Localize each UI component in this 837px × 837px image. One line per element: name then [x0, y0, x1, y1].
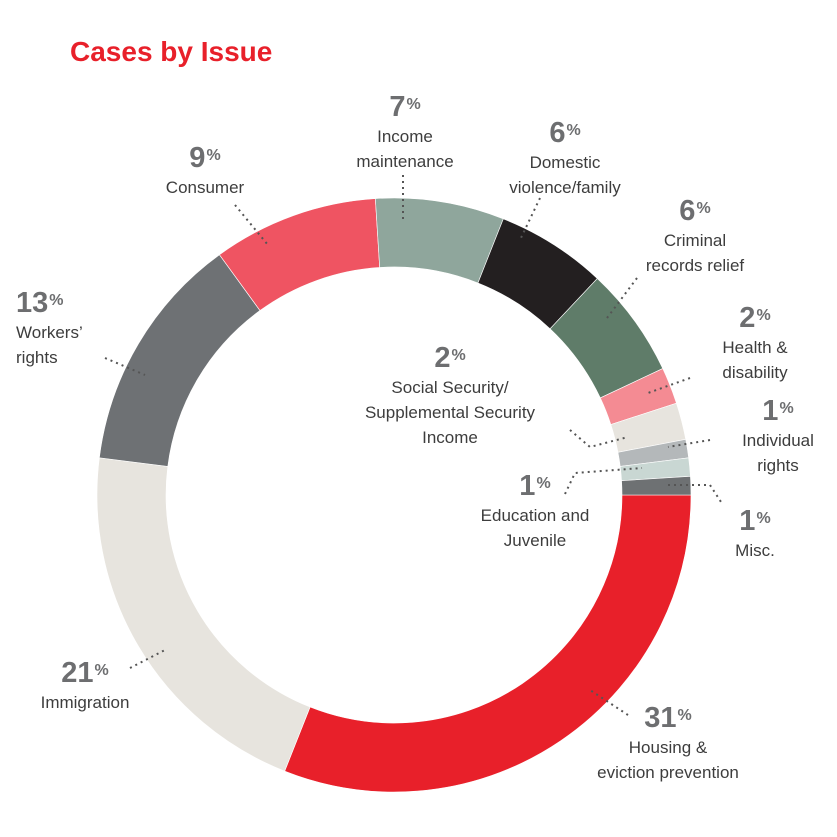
leader-line-workers: [104, 357, 146, 376]
leader-line-individual-rights: [667, 439, 711, 448]
slice-label-text: disability: [722, 363, 788, 382]
slice-percent: 1%: [735, 506, 775, 536]
percent-value: 2: [739, 302, 756, 334]
percent-symbol: %: [406, 96, 421, 113]
percent-value: 7: [389, 91, 406, 123]
slice-label-text: Criminal: [663, 231, 727, 250]
leader-line-education: [564, 467, 643, 495]
slice-label-text: Misc.: [735, 541, 775, 560]
percent-value: 1: [762, 395, 779, 427]
donut-slice-housing-eviction-prevention: [284, 494, 692, 793]
percent-value: 31: [644, 702, 677, 734]
slice-label-text: records relief: [645, 256, 745, 275]
slice-percent: 1%: [481, 471, 590, 501]
slice-percent: 2%: [722, 303, 787, 333]
leader-line-misc: [668, 484, 724, 506]
percent-symbol: %: [696, 200, 711, 217]
donut-slice-immigration: [96, 457, 311, 772]
percent-value: 1: [519, 470, 536, 502]
leader-line-health: [647, 377, 691, 394]
slice-label: 1% Misc.: [735, 506, 775, 563]
slice-label-text: rights: [16, 348, 58, 367]
slice-label: 9% Consumer: [166, 143, 244, 200]
percent-symbol: %: [49, 292, 64, 309]
slice-label: 1% Education and Juvenile: [481, 471, 590, 553]
percent-value: 6: [679, 195, 696, 227]
percent-symbol: %: [756, 307, 771, 324]
percent-symbol: %: [756, 510, 771, 527]
percent-value: 1: [739, 505, 756, 537]
slice-label: 2% Social Security/Supplemental Security I…: [365, 343, 535, 450]
percent-value: 9: [189, 142, 206, 174]
leader-line-housing: [589, 689, 629, 716]
slice-label-text: rights: [757, 456, 799, 475]
percent-symbol: %: [451, 347, 466, 364]
slice-label: 21% Immigration: [41, 658, 130, 715]
slice-percent: 6%: [646, 196, 744, 226]
slice-percent: 2%: [365, 343, 535, 373]
slice-percent: 6%: [509, 118, 621, 148]
slice-label-text: Individual: [742, 431, 814, 450]
slice-label-text: Housing &: [628, 738, 708, 757]
slice-label-text: Supplemental Security: [364, 403, 536, 422]
leader-line-criminal: [606, 277, 638, 319]
slice-label: 13% Workers’ rights: [16, 288, 83, 370]
percent-value: 2: [434, 342, 451, 374]
percent-value: 13: [16, 287, 49, 319]
slice-label-text: Consumer: [165, 178, 245, 197]
slice-percent: 7%: [356, 92, 453, 122]
slice-percent: 9%: [166, 143, 244, 173]
donut-slice-misc: [621, 476, 692, 496]
slice-label-text: maintenance: [356, 152, 454, 171]
chart-title: Cases by Issue: [70, 36, 273, 67]
leader-lines: [104, 175, 724, 716]
percent-symbol: %: [677, 707, 692, 724]
slice-label-text: Juvenile: [503, 531, 567, 550]
slice-label: 6% Domestic violence/family: [509, 118, 621, 200]
slice-label: 1% Individual rights: [742, 396, 814, 478]
slice-label-text: Income: [377, 127, 433, 146]
slice-percent: 13%: [16, 288, 83, 318]
percent-symbol: %: [206, 147, 221, 164]
slice-label-text: Workers’: [16, 323, 83, 342]
percent-symbol: %: [779, 400, 794, 417]
percent-symbol: %: [536, 475, 551, 492]
slice-label-text: eviction prevention: [597, 763, 739, 782]
slice-label: 2% Health & disability: [722, 303, 787, 385]
slice-label-text: Social Security/: [391, 378, 509, 397]
slice-label-text: violence/family: [509, 178, 621, 197]
slice-label-text: Domestic: [529, 153, 601, 172]
slice-label-text: Education and: [480, 506, 590, 525]
leader-line-immigration: [129, 649, 166, 669]
slice-label-text: Income: [422, 428, 478, 447]
slice-percent: 1%: [742, 396, 814, 426]
donut-slice-workers-rights: [99, 254, 261, 467]
slice-label: 31% Housing & eviction prevention: [597, 703, 739, 785]
slice-label-text: Immigration: [40, 693, 130, 712]
percent-symbol: %: [566, 122, 581, 139]
slice-label: 6% Criminal records relief: [646, 196, 744, 278]
percent-value: 6: [549, 117, 566, 149]
percent-value: 21: [61, 657, 94, 689]
leader-line-consumer: [234, 204, 269, 246]
slice-label-text: Health &: [722, 338, 788, 357]
slice-label: 7% Income maintenance: [356, 92, 453, 174]
leader-line-domestic: [519, 197, 541, 241]
percent-symbol: %: [94, 662, 109, 679]
slice-percent: 21%: [41, 658, 130, 688]
slice-percent: 31%: [597, 703, 739, 733]
